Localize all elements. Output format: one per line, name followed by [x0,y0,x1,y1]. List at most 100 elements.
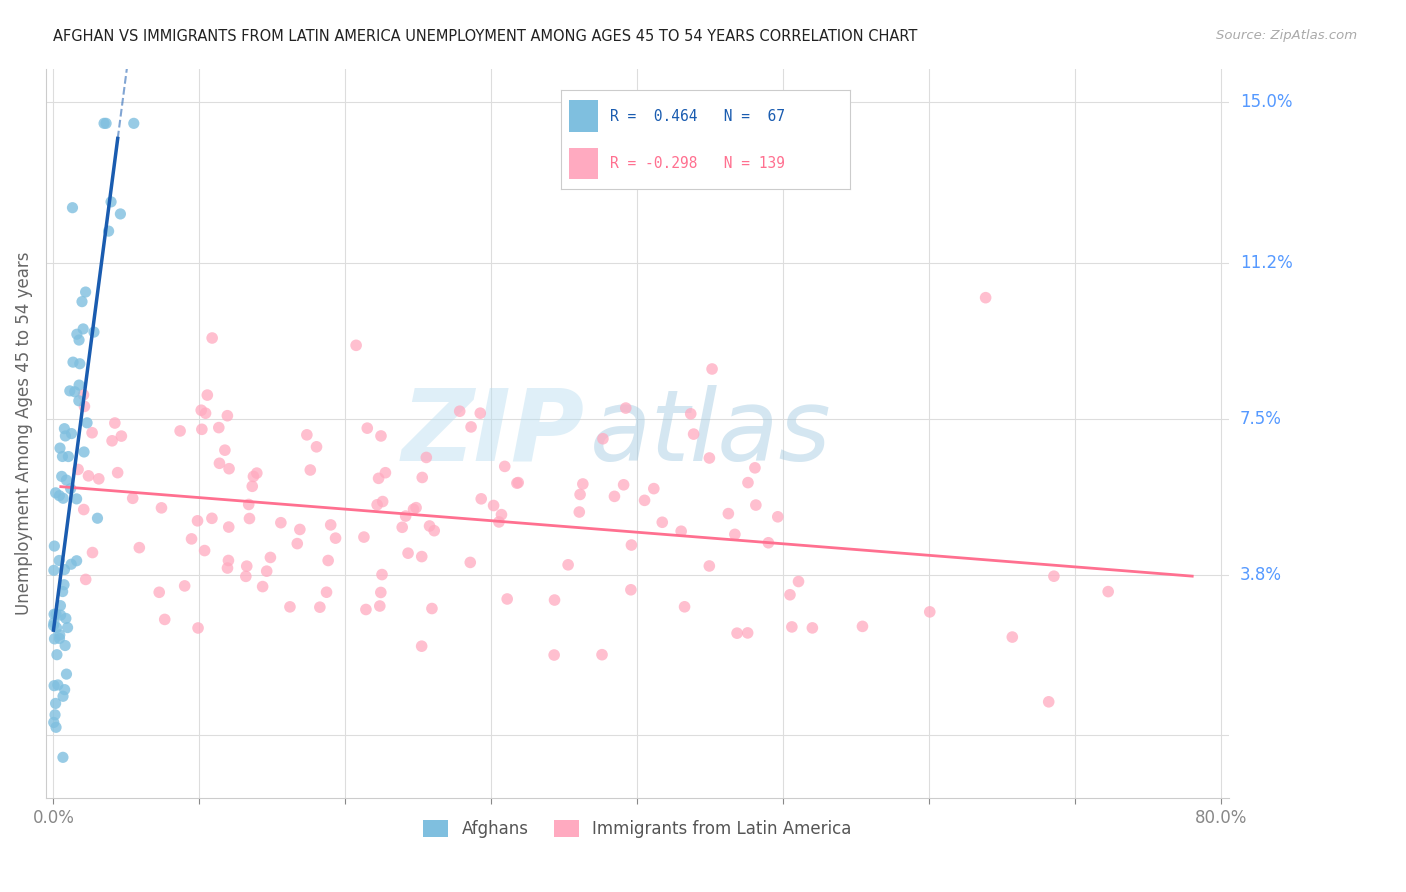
Point [73,400,96,414]
Point [76,416,98,430]
Point [572,477,595,491]
Point [405,500,427,515]
Point [67,462,90,476]
Point [110,429,132,443]
Point [235,559,257,574]
Point [679,407,702,421]
Point [682,427,704,442]
Point [411,639,433,653]
Point [48,553,70,567]
Point [128,541,150,555]
Point [367,471,389,485]
Point [737,475,759,490]
Point [235,569,257,583]
Point [45,648,67,662]
Point [366,498,388,512]
Point [299,463,322,477]
Point [104,416,127,430]
Point [187,621,209,635]
Point [83,325,105,339]
Point [411,470,433,484]
Point [370,429,392,443]
Point [700,362,723,376]
Point [851,619,873,633]
Point [420,601,443,615]
Point [77,468,100,483]
Point [42,715,65,730]
Point [295,427,318,442]
Point [48,628,70,642]
Point [73,445,96,459]
Point [48,489,70,503]
Point [73,502,96,516]
Point [194,406,217,420]
Point [592,432,614,446]
Point [506,476,529,491]
Point [344,338,367,352]
Point [72,322,94,336]
Point [201,331,224,345]
Point [787,574,810,589]
Point [801,621,824,635]
Point [368,599,391,613]
Point [717,507,740,521]
Point [42,563,65,577]
Point [458,556,481,570]
Point [75,573,97,587]
Point [246,466,269,480]
Point [191,422,214,436]
Point [1097,584,1119,599]
Point [53,682,76,697]
Point [603,489,626,503]
Point [285,536,308,550]
Point [218,461,240,475]
Point [724,527,747,541]
Point [745,498,768,512]
Point [259,550,281,565]
Point [252,580,274,594]
Point [194,543,217,558]
Point [737,626,759,640]
Point [744,460,766,475]
Point [55,429,77,443]
Point [669,524,692,539]
Point [51,450,73,464]
Text: ZIP: ZIP [401,384,585,482]
Point [673,599,696,614]
Point [325,531,347,545]
Point [65,491,87,506]
Point [543,593,565,607]
Point [56,621,79,635]
Point [186,514,208,528]
Text: 7.5%: 7.5% [1240,409,1282,427]
Point [59,482,82,496]
Point [270,516,292,530]
Point [121,491,143,506]
Point [374,466,396,480]
Point [697,559,720,574]
Point [238,498,260,512]
Point [49,608,72,623]
Point [52,584,75,599]
Point [460,420,482,434]
Point [208,420,231,434]
Point [49,599,72,613]
Point [195,388,218,402]
Point [643,482,665,496]
Point [82,545,104,559]
Point [45,720,67,734]
Point [55,473,77,487]
Text: 15.0%: 15.0% [1240,94,1292,112]
Point [488,515,510,529]
Point [620,538,643,552]
Point [42,615,65,630]
Point [725,626,748,640]
Text: AFGHAN VS IMMIGRANTS FROM LATIN AMERICA UNEMPLOYMENT AMONG AGES 45 TO 54 YEARS C: AFGHAN VS IMMIGRANTS FROM LATIN AMERICA … [53,29,918,44]
Point [371,494,394,508]
Point [44,632,66,646]
Point [315,585,337,599]
Point [1038,695,1060,709]
Point [55,611,77,625]
Point [305,440,328,454]
Point [45,621,67,635]
